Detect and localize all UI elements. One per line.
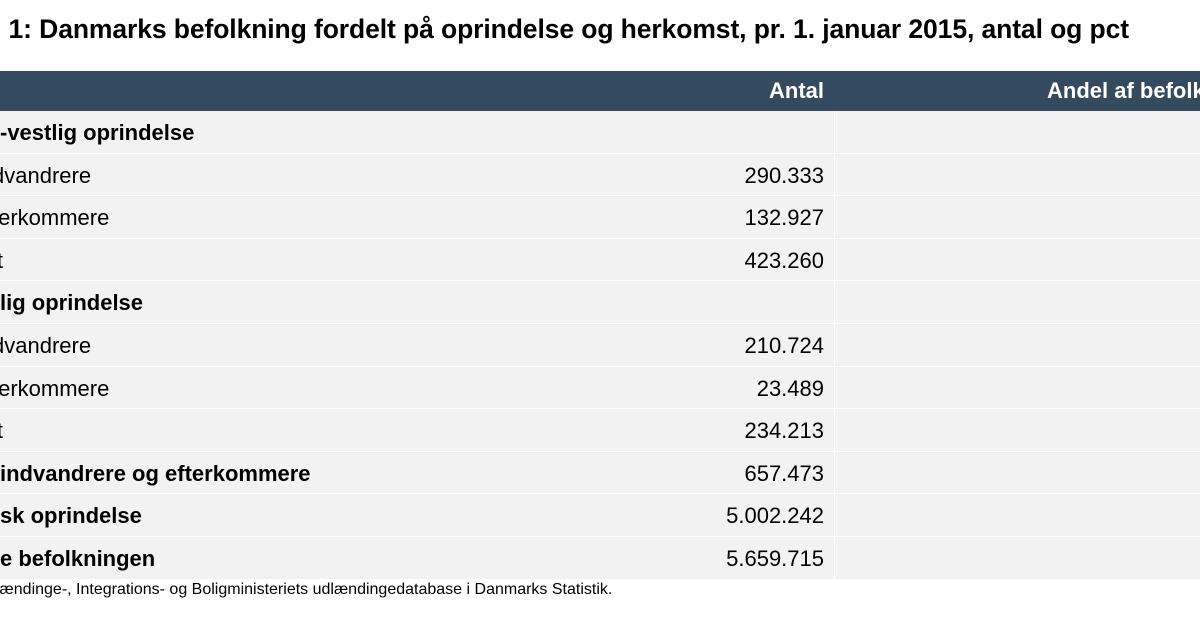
table-row: sk oprindelse 5.002.242 [0,494,1200,537]
row-label: terkommere [0,375,110,401]
row-value: 5.659.715 [726,545,824,571]
header-andel: Andel af befolk [1047,78,1200,103]
table-row: terkommere 23.489 [0,366,1200,410]
row-label: -vestlig oprindelse [0,120,195,145]
row-value: 210.724 [744,332,824,358]
table-row: indvandrere og efterkommere 657.473 [0,451,1200,495]
header-antal: Antal [769,78,824,103]
row-label: dvandrere [0,162,92,188]
source-footnote: lændinge-, Integrations- og Boligministe… [0,581,613,598]
row-value: 5.002.242 [726,503,824,529]
table-row: e befolkningen 5.659.715 [0,536,1200,580]
row-value: 423.260 [744,247,824,273]
table-row: dvandrere 290.333 [0,153,1200,197]
row-value: 290.333 [744,162,824,188]
row-label: terkommere [0,205,110,231]
row-label: lt [0,418,3,444]
row-label: indvandrere og efterkommere [0,460,311,486]
row-label: lt [0,248,3,274]
row-label: sk oprindelse [0,503,142,529]
table-row: -vestlig oprindelse [0,111,1200,154]
population-table: Antal Andel af befolk -vestlig oprindels… [0,71,1200,580]
table-row: lig oprindelse [0,281,1200,324]
table-row: lt 234.213 [0,409,1200,452]
row-value: 657.473 [744,460,824,486]
row-label: lig oprindelse [0,290,144,316]
row-label: dvandrere [0,332,92,358]
row-value: 23.489 [756,375,824,401]
row-value: 132.927 [744,205,824,231]
row-value: 234.213 [744,418,824,444]
row-label: e befolkningen [0,545,156,571]
table-row: dvandrere 210.724 [0,323,1200,367]
table-header: Antal Andel af befolk [0,71,1200,111]
table-row: lt 423.260 [0,238,1200,282]
table-title: l 1: Danmarks befolkning fordelt på opri… [0,14,1129,44]
table-row: terkommere 132.927 [0,196,1200,239]
